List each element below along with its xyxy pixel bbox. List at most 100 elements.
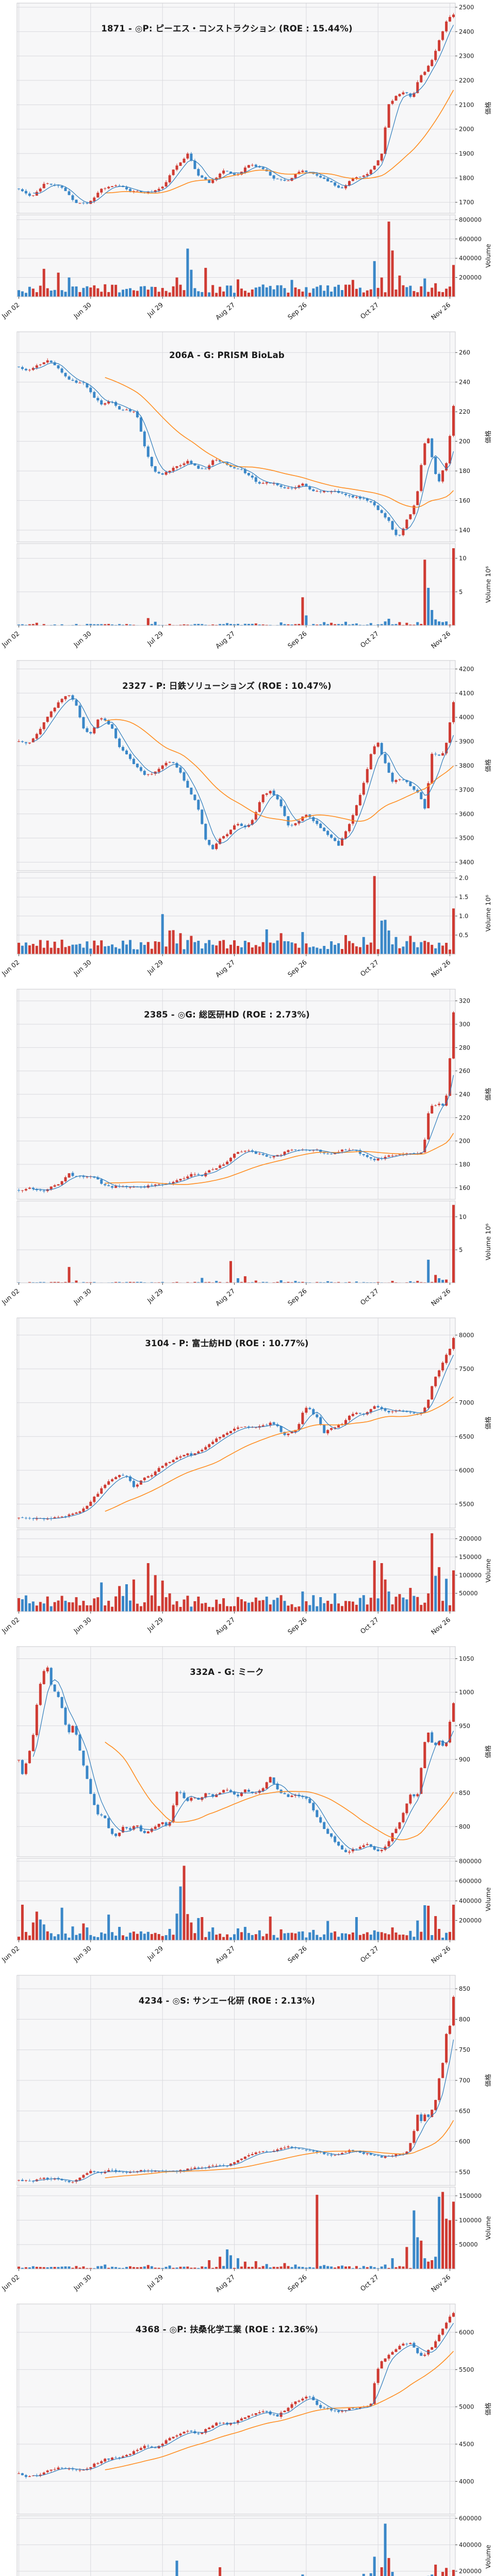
volume-axis-label: Volume [484,1887,492,1911]
svg-text:Aug 27: Aug 27 [214,630,237,650]
svg-text:Oct 27: Oct 27 [359,958,380,978]
svg-text:Jun 02: Jun 02 [0,1287,21,1306]
svg-text:Jun 02: Jun 02 [0,958,21,977]
svg-text:200: 200 [459,1138,470,1145]
svg-text:Nov 26: Nov 26 [430,1944,452,1965]
svg-text:300: 300 [459,1021,470,1028]
svg-text:Oct 27: Oct 27 [359,1944,380,1964]
svg-text:Aug 27: Aug 27 [214,958,237,979]
price-panel-border [16,1317,456,1529]
axis-tick-labels: 40004500500055006000200000400000600000Ju… [455,2329,482,2575]
svg-text:3800: 3800 [459,762,474,769]
volume-axis-label: Volume [484,244,492,268]
price-axis-label: 価格 [484,1088,492,1101]
svg-text:1700: 1700 [459,199,474,206]
svg-text:10: 10 [459,1213,467,1221]
volume-axis-label: Volume 10⁶ [484,1224,492,1260]
svg-text:7000: 7000 [459,1399,474,1406]
gridlines [17,989,455,1283]
svg-text:400000: 400000 [459,2541,482,2548]
price-axis-label: 価格 [484,430,492,444]
price-panel-bg [17,2304,455,2514]
svg-text:750: 750 [459,2046,470,2054]
svg-text:Nov 26: Nov 26 [430,301,452,321]
svg-text:Jun 02: Jun 02 [0,2273,21,2292]
volume-bars [18,548,455,626]
svg-text:900: 900 [459,1756,470,1763]
svg-text:Oct 27: Oct 27 [359,630,380,649]
stock-chart-figure: 140 160 180 200 220 240 260 5 10 Jun 02 Jun 30 Jul … [0,329,495,657]
svg-text:180: 180 [459,467,470,474]
stock-chart-figure: 800 850 900 950 1000 1050 200000 400000 600000 80… [0,1643,495,1972]
svg-text:280: 280 [459,1044,470,1051]
svg-text:Nov 26: Nov 26 [430,630,452,650]
volume-axis-label: Volume 10⁶ [484,895,492,931]
price-panel-border [16,331,456,543]
price-axis-label: 価格 [484,1745,492,1758]
volume-panel-bg [17,2187,455,2269]
svg-text:160: 160 [459,1184,470,1191]
svg-text:Oct 27: Oct 27 [359,301,380,320]
candlestick-volume-chart: 550 600 650 700 750 800 850 50000 100000 150000 Ju… [0,1975,492,2294]
svg-text:5: 5 [459,588,463,596]
price-panel-bg [17,332,455,542]
svg-text:800000: 800000 [459,1858,482,1865]
candlestick-volume-chart: 3400 3500 3600 3700 3800 3900 4000 4100 4200 0.5 1… [0,660,492,979]
svg-text:6000: 6000 [459,1467,474,1474]
svg-text:Aug 27: Aug 27 [214,2273,237,2294]
stock-chart-figure: 5500 6000 6500 7000 7500 8000 50000 100000 15000… [0,1315,495,1643]
svg-text:Aug 27: Aug 27 [214,1616,237,1636]
ma-long-line [105,1396,454,1512]
svg-text:3500: 3500 [459,835,474,842]
ma-long-line [105,2120,454,2178]
gridlines [17,1318,455,1612]
svg-text:200000: 200000 [459,274,482,281]
svg-text:800000: 800000 [459,216,482,223]
svg-text:140: 140 [459,527,470,534]
stock-chart-figure: 1700 1800 1900 2000 2100 2200 2300 2400 2500 2000… [0,0,495,329]
svg-text:2000: 2000 [459,126,474,133]
candlestick-volume-chart: 40004500500055006000200000400000600000Ju… [16,2303,492,2576]
svg-text:600: 600 [459,2138,470,2145]
svg-text:Nov 26: Nov 26 [430,958,452,979]
svg-text:1050: 1050 [459,1655,474,1663]
svg-text:4500: 4500 [459,2441,474,2448]
svg-text:Jul 29: Jul 29 [145,958,164,976]
svg-text:Sep 26: Sep 26 [286,301,308,321]
svg-text:Aug 27: Aug 27 [214,1287,237,1308]
svg-text:1000: 1000 [459,1689,474,1696]
volume-panel-bg [17,2516,455,2576]
volume-axis-label: Volume [484,2216,492,2240]
svg-text:Nov 26: Nov 26 [430,1616,452,1636]
svg-text:220: 220 [459,408,470,415]
svg-text:Sep 26: Sep 26 [286,1616,308,1636]
svg-text:320: 320 [459,997,470,1005]
svg-text:7500: 7500 [459,1365,474,1372]
svg-text:Jun 30: Jun 30 [72,1616,93,1635]
svg-text:6000: 6000 [459,2329,474,2336]
svg-text:3900: 3900 [459,738,474,745]
svg-text:Sep 26: Sep 26 [286,630,308,650]
volume-panel-border [16,1529,456,1612]
candlesticks [18,358,455,537]
svg-text:4100: 4100 [459,689,474,697]
price-panel-border [16,1646,456,1857]
volume-panel-border [16,1200,456,1283]
svg-text:10: 10 [459,555,467,562]
price-panel-bg [17,3,455,213]
svg-text:2100: 2100 [459,101,474,108]
svg-text:5500: 5500 [459,2366,474,2373]
svg-text:Jul 29: Jul 29 [145,1287,164,1305]
candlesticks [18,1336,455,1521]
price-axis-label: 価格 [484,1416,492,1430]
svg-text:200000: 200000 [459,1535,482,1543]
svg-text:240: 240 [459,379,470,386]
candlesticks [18,2312,455,2479]
svg-text:200000: 200000 [459,2568,482,2575]
svg-text:3600: 3600 [459,810,474,818]
volume-axis-label: Volume [484,2545,492,2569]
svg-text:950: 950 [459,1722,470,1730]
price-panel-border [16,2303,456,2515]
svg-text:1.0: 1.0 [459,912,468,920]
